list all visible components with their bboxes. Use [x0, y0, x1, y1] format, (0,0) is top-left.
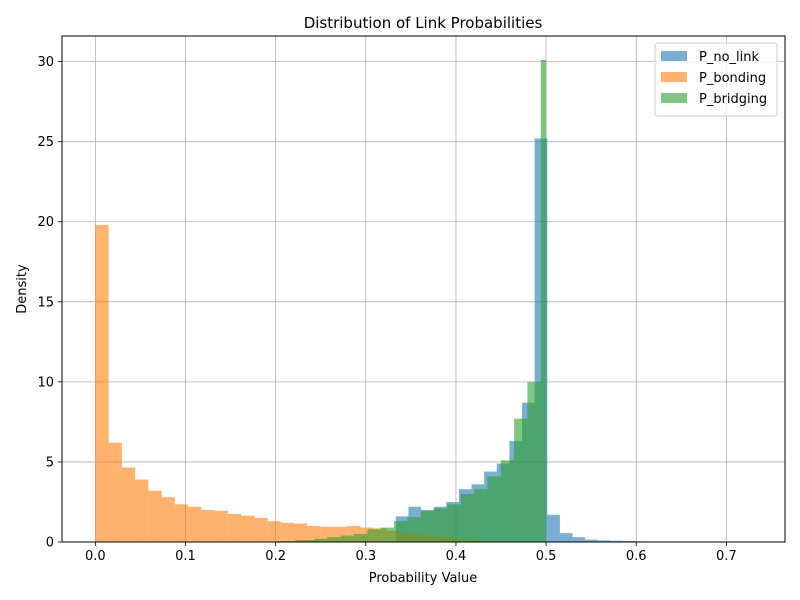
y-tick-label: 30	[37, 55, 54, 70]
histogram-bar	[241, 515, 255, 542]
histogram-bar	[95, 224, 109, 542]
chart-title: Distribution of Link Probabilities	[304, 14, 543, 32]
histogram-bar	[547, 514, 560, 542]
histogram-bar	[380, 527, 395, 542]
histogram-bar	[487, 476, 501, 542]
legend-label: P_no_link	[699, 50, 759, 65]
histogram-bar	[597, 540, 611, 542]
histogram-bar	[572, 537, 586, 542]
histogram-bar	[214, 510, 228, 542]
histogram-bar	[559, 533, 573, 542]
x-tick-label: 0.3	[355, 549, 376, 564]
histogram-bar	[135, 479, 149, 542]
histogram-bar	[295, 540, 314, 542]
legend-label: P_bonding	[699, 71, 766, 86]
y-tick-label: 20	[37, 215, 54, 230]
histogram-bar	[340, 535, 354, 542]
histogram-bar	[108, 442, 122, 542]
x-tick-label: 0.6	[626, 549, 647, 564]
histogram-bar	[460, 493, 475, 542]
y-tick-label: 15	[37, 295, 54, 310]
y-axis-title: Density	[15, 264, 30, 314]
histogram-bar	[327, 537, 341, 542]
histogram-bar	[407, 517, 421, 542]
histogram-bar	[161, 497, 175, 542]
histogram-bar	[434, 508, 448, 542]
x-tick-label: 0.1	[175, 549, 196, 564]
ticks-layer: 0.0 0.1 0.2 0.3 0.4 0.5 0.6 0.7 0 5 10 15 20 25 30	[37, 55, 736, 564]
histogram-bar	[307, 525, 321, 542]
histogram-bar	[280, 522, 295, 542]
y-tick-label: 5	[46, 455, 54, 470]
legend-swatch	[661, 72, 687, 82]
histogram-bar	[420, 510, 435, 542]
x-tick-label: 0.7	[716, 549, 737, 564]
legend-swatch	[661, 93, 687, 103]
histogram-bar	[148, 490, 162, 542]
x-axis-title: Probability Value	[369, 571, 478, 586]
histogram-bar	[353, 533, 368, 542]
legend-swatch	[661, 51, 687, 61]
histogram-bar	[394, 521, 408, 542]
histogram-bar	[201, 509, 215, 542]
histogram-bar	[514, 418, 528, 542]
histogram-bar	[527, 381, 541, 542]
x-tick-label: 0.4	[446, 549, 467, 564]
histogram-bar	[610, 540, 624, 542]
x-tick-label: 0.0	[85, 549, 106, 564]
bars-layer	[95, 60, 699, 543]
plot-frame	[61, 35, 786, 543]
y-tick-label: 0	[46, 536, 54, 551]
y-tick-label: 25	[37, 135, 54, 150]
histogram-bar	[500, 460, 515, 542]
histogram-bar	[174, 504, 189, 542]
histogram-bar	[188, 506, 202, 542]
x-tick-label: 0.2	[265, 549, 286, 564]
histogram-bar	[585, 539, 598, 542]
legend: P_no_link P_bonding P_bridging	[654, 42, 778, 117]
y-tick-label: 10	[37, 375, 54, 390]
x-tick-label: 0.5	[536, 549, 557, 564]
histogram-bar	[254, 517, 268, 542]
histogram-bar	[540, 60, 547, 543]
histogram-bar	[313, 538, 328, 542]
legend-label: P_bridging	[699, 92, 767, 107]
histogram-bar	[447, 504, 461, 542]
histogram-bar	[267, 521, 281, 542]
histogram-bar	[294, 523, 308, 542]
histogram-bar	[474, 489, 488, 542]
series-P_bridging	[257, 60, 547, 543]
histogram-bar	[367, 529, 381, 542]
histogram-bar	[121, 467, 136, 542]
histogram-bar	[227, 513, 242, 542]
